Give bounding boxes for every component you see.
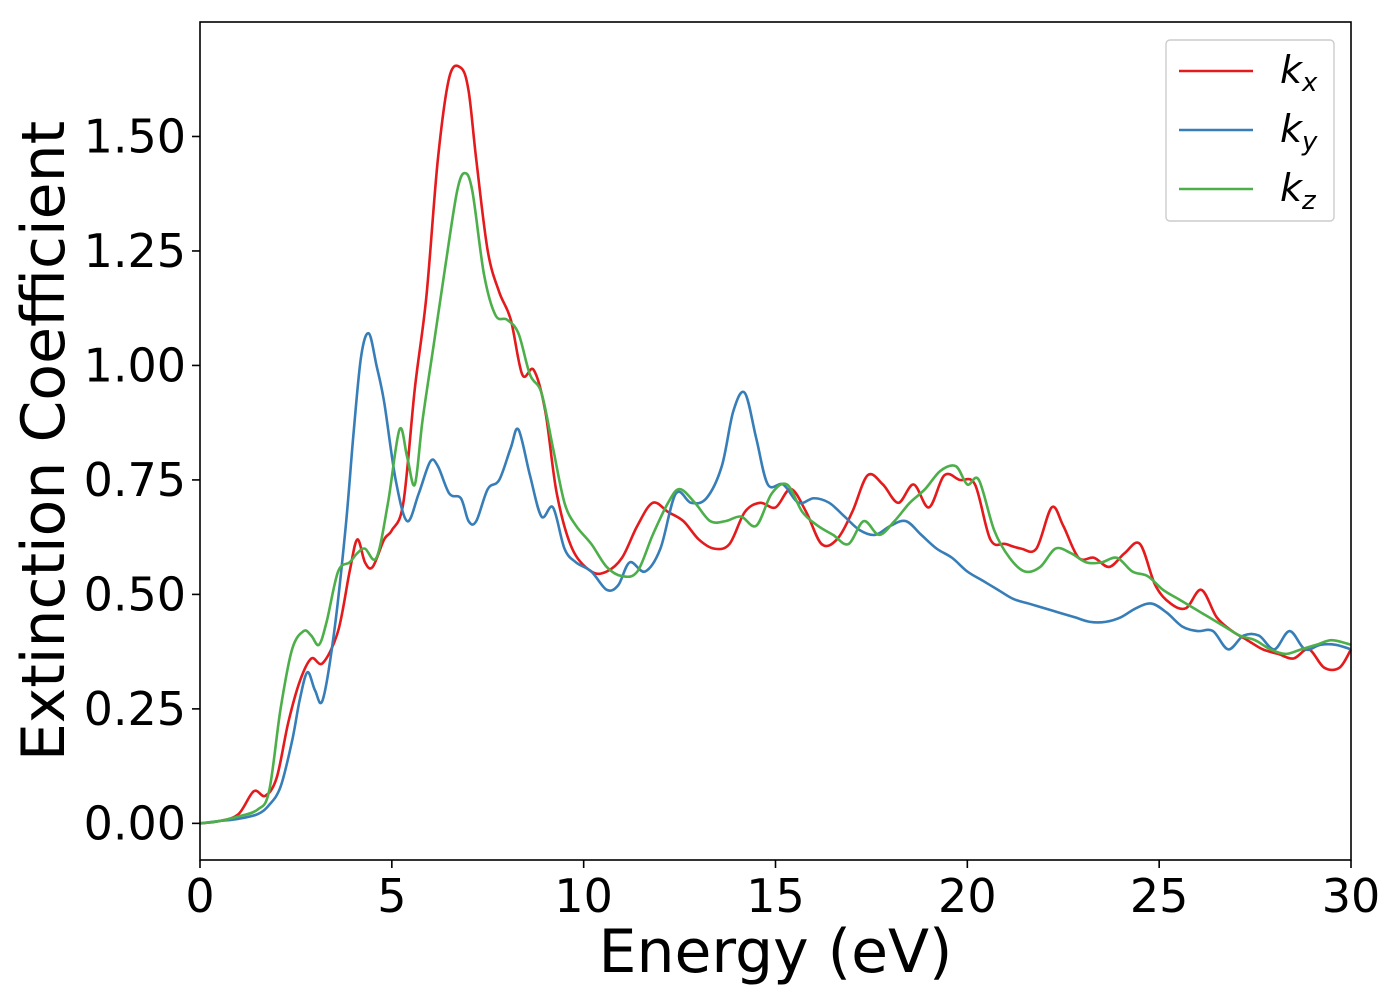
x-tick-label: 5 (377, 869, 406, 923)
y-tick-label: 0.00 (84, 796, 186, 850)
y-tick-label: 0.25 (84, 682, 186, 736)
legend: kx ky kz (1165, 39, 1335, 222)
y-tick-label: 1.00 (84, 338, 186, 392)
x-tick-label: 15 (746, 869, 805, 923)
y-tick-label: 0.75 (84, 453, 186, 507)
x-axis-ticks: 0 5 10 15 20 25 30 (185, 860, 1380, 923)
series-line-kz (199, 171, 1352, 825)
x-tick-label: 30 (1322, 869, 1381, 923)
legend-label-kx: kx (1280, 48, 1318, 98)
y-axis-ticks: 0.00 0.25 0.50 0.75 1.00 1.25 1.50 (84, 109, 200, 850)
series-line-kx (199, 64, 1353, 825)
series-line-ky (199, 331, 1352, 825)
x-tick-label: 20 (938, 869, 997, 923)
y-tick-label: 1.50 (84, 109, 186, 163)
x-axis-title: Energy (eV) (599, 917, 953, 987)
y-tick-label: 0.50 (84, 567, 186, 621)
y-tick-label: 1.25 (84, 224, 186, 278)
x-tick-label: 0 (185, 869, 214, 923)
plot-lines (199, 64, 1353, 825)
legend-label-kz: kz (1280, 166, 1317, 216)
y-axis-title: Extinction Coefficient (9, 121, 79, 761)
x-tick-label: 25 (1130, 869, 1189, 923)
x-tick-label: 10 (554, 869, 613, 923)
legend-label-ky: ky (1280, 107, 1318, 157)
